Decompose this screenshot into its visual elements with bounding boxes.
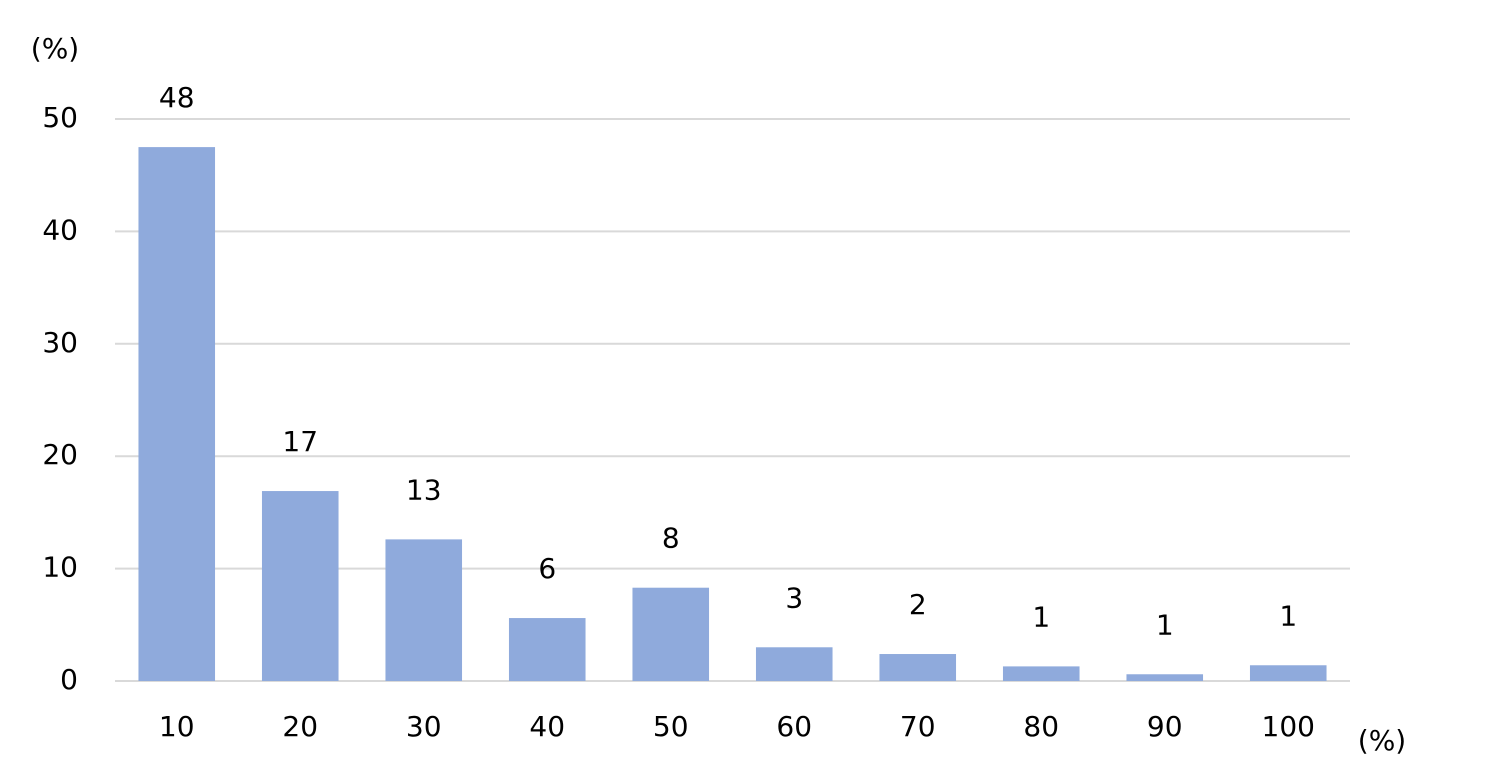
- data-label: 1: [1279, 599, 1297, 632]
- y-tick-label: 20: [42, 438, 78, 471]
- data-label: 3: [785, 581, 803, 614]
- x-tick-label: 20: [282, 710, 318, 743]
- y-tick-label: 30: [42, 326, 78, 359]
- x-tick-label: 40: [529, 710, 565, 743]
- bar: [632, 587, 710, 681]
- data-label: 2: [909, 588, 927, 621]
- data-label: 6: [538, 552, 556, 585]
- bar: [879, 654, 957, 681]
- bar: [755, 647, 833, 681]
- data-label: 48: [159, 81, 195, 114]
- x-tick-label: 100: [1262, 710, 1315, 743]
- data-label: 13: [406, 473, 442, 506]
- bar: [1002, 666, 1080, 681]
- y-tick-label: 10: [42, 551, 78, 584]
- bar: [261, 491, 339, 681]
- bar: [508, 618, 586, 681]
- x-tick-label: 80: [1023, 710, 1059, 743]
- x-tick-label: 10: [159, 710, 195, 743]
- x-axis-label: (%): [1358, 724, 1406, 757]
- x-tick-label: 50: [653, 710, 689, 743]
- bar: [138, 147, 216, 682]
- y-tick-label: 40: [42, 213, 78, 246]
- bar: [385, 539, 463, 681]
- x-tick-label: 60: [776, 710, 812, 743]
- data-label: 1: [1156, 608, 1174, 641]
- bar: [1249, 665, 1327, 681]
- y-tick-label: 50: [42, 101, 78, 134]
- y-tick-label: 0: [60, 663, 78, 696]
- x-tick-label: 70: [900, 710, 936, 743]
- x-tick-label: 90: [1147, 710, 1183, 743]
- data-label: 8: [662, 522, 680, 555]
- x-tick-label: 30: [406, 710, 442, 743]
- data-label: 17: [282, 425, 318, 458]
- y-axis-label: (%): [31, 32, 79, 65]
- bar: [1126, 674, 1204, 681]
- data-label: 1: [1032, 600, 1050, 633]
